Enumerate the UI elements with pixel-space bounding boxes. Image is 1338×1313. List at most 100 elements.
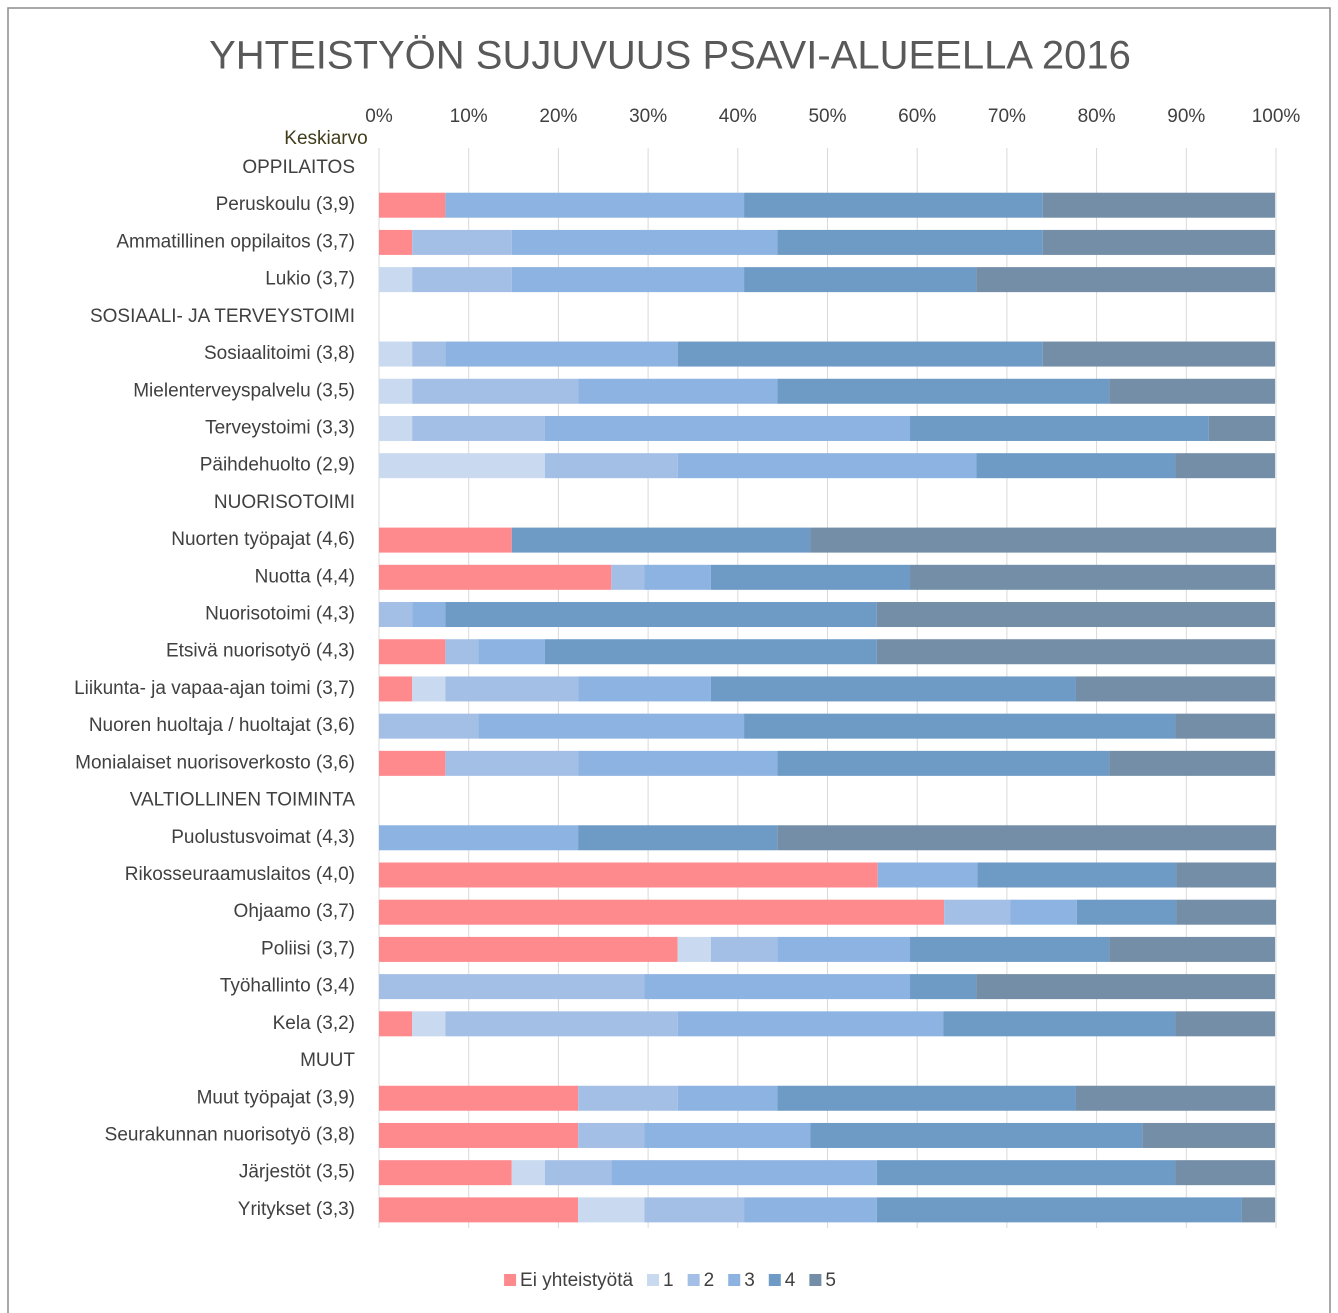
bar-segment bbox=[445, 639, 479, 665]
bar-segment bbox=[379, 1085, 579, 1111]
y-tick-label: Ammatillinen oppilaitos (3,7) bbox=[116, 231, 355, 252]
bar-segment bbox=[412, 602, 446, 628]
bar-segment bbox=[876, 1160, 1176, 1186]
bar-segment bbox=[744, 1197, 877, 1223]
bar-segment bbox=[445, 676, 579, 702]
y-tick-label: Monialaiset nuorisoverkosto (3,6) bbox=[75, 752, 355, 773]
bar-segment bbox=[379, 639, 446, 665]
y-tick-label: Mielenterveyspalvelu (3,5) bbox=[133, 380, 355, 401]
bar-segment bbox=[379, 1160, 512, 1186]
bar-segment bbox=[511, 229, 778, 255]
bar-segment bbox=[777, 229, 1043, 255]
bar-segment bbox=[379, 564, 612, 590]
x-tick-label: 70% bbox=[988, 106, 1026, 127]
y-tick-label: Seurakunnan nuorisotyö (3,8) bbox=[105, 1124, 355, 1145]
bar-segment bbox=[412, 1011, 446, 1037]
bar-segment bbox=[379, 1197, 579, 1223]
bar-segment bbox=[578, 750, 778, 776]
y-tick-label: Nuorisotoimi (4,3) bbox=[205, 604, 355, 625]
bar-segment bbox=[744, 192, 1043, 218]
bar-segment bbox=[445, 1011, 678, 1037]
y-tick-label: Poliisi (3,7) bbox=[261, 938, 355, 959]
legend-swatch bbox=[768, 1274, 781, 1286]
bar-segment bbox=[910, 415, 1209, 441]
y-tick-label: Peruskoulu (3,9) bbox=[216, 194, 355, 215]
bar-segment bbox=[677, 936, 711, 962]
y-tick-label: Terveystoimi (3,3) bbox=[205, 417, 355, 438]
bar-segment bbox=[379, 974, 645, 1000]
legend-label: 4 bbox=[785, 1270, 796, 1291]
y-tick-label: Nuorten työpajat (4,6) bbox=[171, 529, 355, 550]
bar-segment bbox=[1176, 899, 1276, 925]
bar-segment bbox=[944, 899, 1011, 925]
bar-segment bbox=[379, 750, 446, 776]
y-tick-label: VALTIOLLINEN TOIMINTA bbox=[130, 790, 356, 811]
x-tick-label: 0% bbox=[365, 106, 393, 127]
bar-segment bbox=[976, 974, 1276, 1000]
bar-segment bbox=[876, 1197, 1242, 1223]
bar-segment bbox=[744, 713, 1176, 739]
bar-segment bbox=[1175, 1160, 1276, 1186]
bar-segment bbox=[379, 1011, 413, 1037]
y-tick-label: Lukio (3,7) bbox=[265, 269, 355, 290]
legend-swatch bbox=[809, 1274, 822, 1286]
bar-segment bbox=[677, 453, 977, 479]
legend-label: 2 bbox=[704, 1270, 715, 1291]
bar-segment bbox=[412, 676, 446, 702]
bar-segment bbox=[710, 676, 1076, 702]
bar-segment bbox=[445, 341, 678, 367]
bar-segment bbox=[1076, 899, 1177, 925]
x-tick-label: 100% bbox=[1252, 106, 1301, 127]
bar-segment bbox=[1042, 229, 1276, 255]
bar-segment bbox=[379, 341, 413, 367]
bar-segment bbox=[445, 192, 745, 218]
y-tick-label: Ohjaamo (3,7) bbox=[234, 901, 355, 922]
x-tick-label: 20% bbox=[539, 106, 577, 127]
bar-segment bbox=[810, 1122, 1143, 1148]
bar-segment bbox=[810, 527, 1276, 553]
bar-segment bbox=[544, 415, 911, 441]
bar-segment bbox=[877, 862, 978, 888]
legend-swatch bbox=[647, 1274, 660, 1286]
bar-segment bbox=[544, 1160, 612, 1186]
bar-segment bbox=[677, 1085, 778, 1111]
bar-segment bbox=[910, 564, 1276, 590]
x-tick-label: 30% bbox=[629, 106, 667, 127]
bar-segment bbox=[379, 378, 413, 404]
bar-segment bbox=[379, 267, 413, 293]
bar-segment bbox=[1075, 1085, 1276, 1111]
bar-segment bbox=[1175, 1011, 1276, 1037]
y-tick-label: Liikunta- ja vapaa-ajan toimi (3,7) bbox=[74, 678, 355, 699]
y-tick-label: SOSIAALI- JA TERVEYSTOIMI bbox=[90, 306, 355, 327]
bar-segment bbox=[1042, 341, 1276, 367]
legend-label: Ei yhteistyötä bbox=[520, 1270, 633, 1291]
bar-segment bbox=[976, 267, 1276, 293]
y-tick-label: Päihdehuolto (2,9) bbox=[200, 455, 355, 476]
bar-segment bbox=[1241, 1197, 1276, 1223]
bar-segment bbox=[777, 378, 1110, 404]
bar-segment bbox=[977, 862, 1177, 888]
bar-segment bbox=[379, 713, 479, 739]
bar-segment bbox=[511, 1160, 545, 1186]
x-tick-label: 40% bbox=[719, 106, 757, 127]
bar-segment bbox=[876, 639, 1276, 665]
bar-segment bbox=[677, 1011, 944, 1037]
y-tick-label: Työhallinto (3,4) bbox=[220, 976, 355, 997]
legend-label: 3 bbox=[744, 1270, 755, 1291]
bar-segment bbox=[777, 825, 1276, 851]
bar-segment bbox=[611, 1160, 877, 1186]
bar-segment bbox=[1075, 676, 1276, 702]
bar-segment bbox=[544, 639, 877, 665]
bar-segment bbox=[1175, 713, 1276, 739]
bar-segment bbox=[379, 415, 413, 441]
bar-segment bbox=[578, 1197, 645, 1223]
bar-segment bbox=[1109, 936, 1276, 962]
bar-segment bbox=[1142, 1122, 1276, 1148]
bar-segment bbox=[379, 192, 446, 218]
y-tick-label: Nuoren huoltaja / huoltajat (3,6) bbox=[89, 715, 355, 736]
bar-segment bbox=[379, 825, 579, 851]
legend-label: 5 bbox=[825, 1270, 836, 1291]
bar-segment bbox=[412, 341, 446, 367]
bar-segment bbox=[644, 974, 911, 1000]
bar-segment bbox=[677, 341, 1043, 367]
